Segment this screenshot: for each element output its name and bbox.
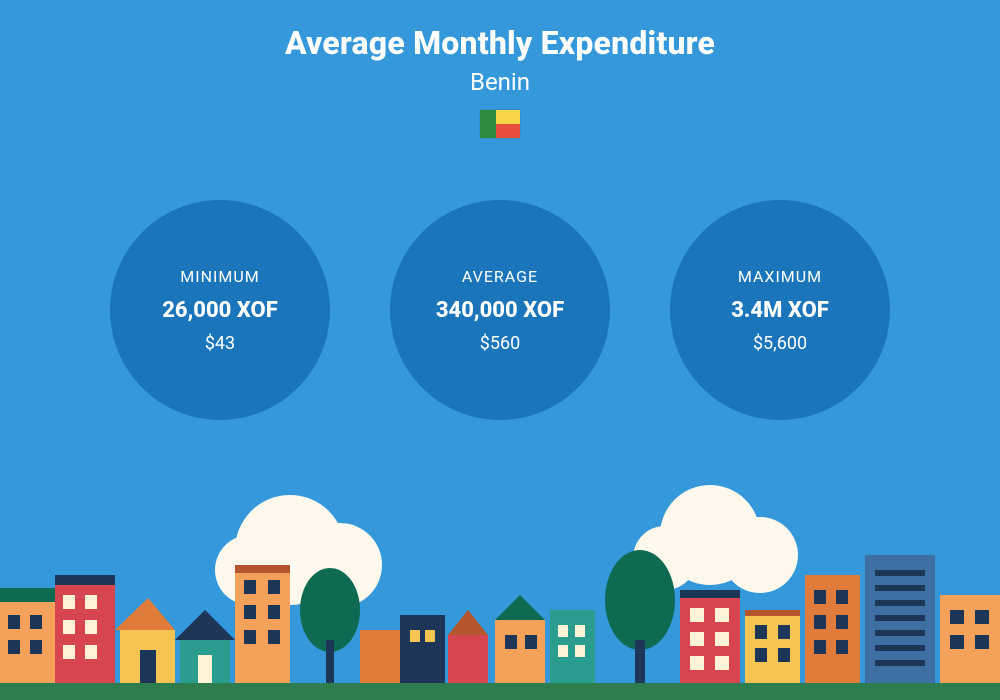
stat-circle-max: MAXIMUM 3.4M XOF $5,600 [670, 200, 890, 420]
flag-icon [480, 110, 520, 138]
page-subtitle: Benin [0, 68, 1000, 96]
stat-usd: $5,600 [753, 333, 807, 354]
stat-label: MINIMUM [180, 267, 259, 286]
bldg-far-left [0, 588, 55, 690]
infographic-canvas: Average Monthly Expenditure Benin MINIMU… [0, 0, 1000, 700]
stat-label: MAXIMUM [738, 267, 822, 286]
page-title: Average Monthly Expenditure [0, 24, 1000, 62]
ground [0, 683, 1000, 700]
flag-bottom-stripe [496, 124, 520, 138]
stat-circle-avg: AVERAGE 340,000 XOF $560 [390, 200, 610, 420]
flag-left-stripe [480, 110, 496, 138]
stat-label: AVERAGE [462, 267, 538, 286]
flag-right [496, 110, 520, 138]
stat-usd: $560 [480, 333, 520, 354]
stat-usd: $43 [205, 333, 235, 354]
stat-value: 26,000 XOF [162, 298, 278, 323]
stat-value: 3.4M XOF [731, 298, 829, 323]
stat-value: 340,000 XOF [436, 298, 564, 323]
flag-top-stripe [496, 110, 520, 124]
stat-circles-row: MINIMUM 26,000 XOF $43 AVERAGE 340,000 X… [0, 200, 1000, 420]
clouds [215, 485, 798, 607]
cityscape-illustration [0, 480, 1000, 700]
stat-circle-min: MINIMUM 26,000 XOF $43 [110, 200, 330, 420]
header: Average Monthly Expenditure Benin [0, 24, 1000, 138]
